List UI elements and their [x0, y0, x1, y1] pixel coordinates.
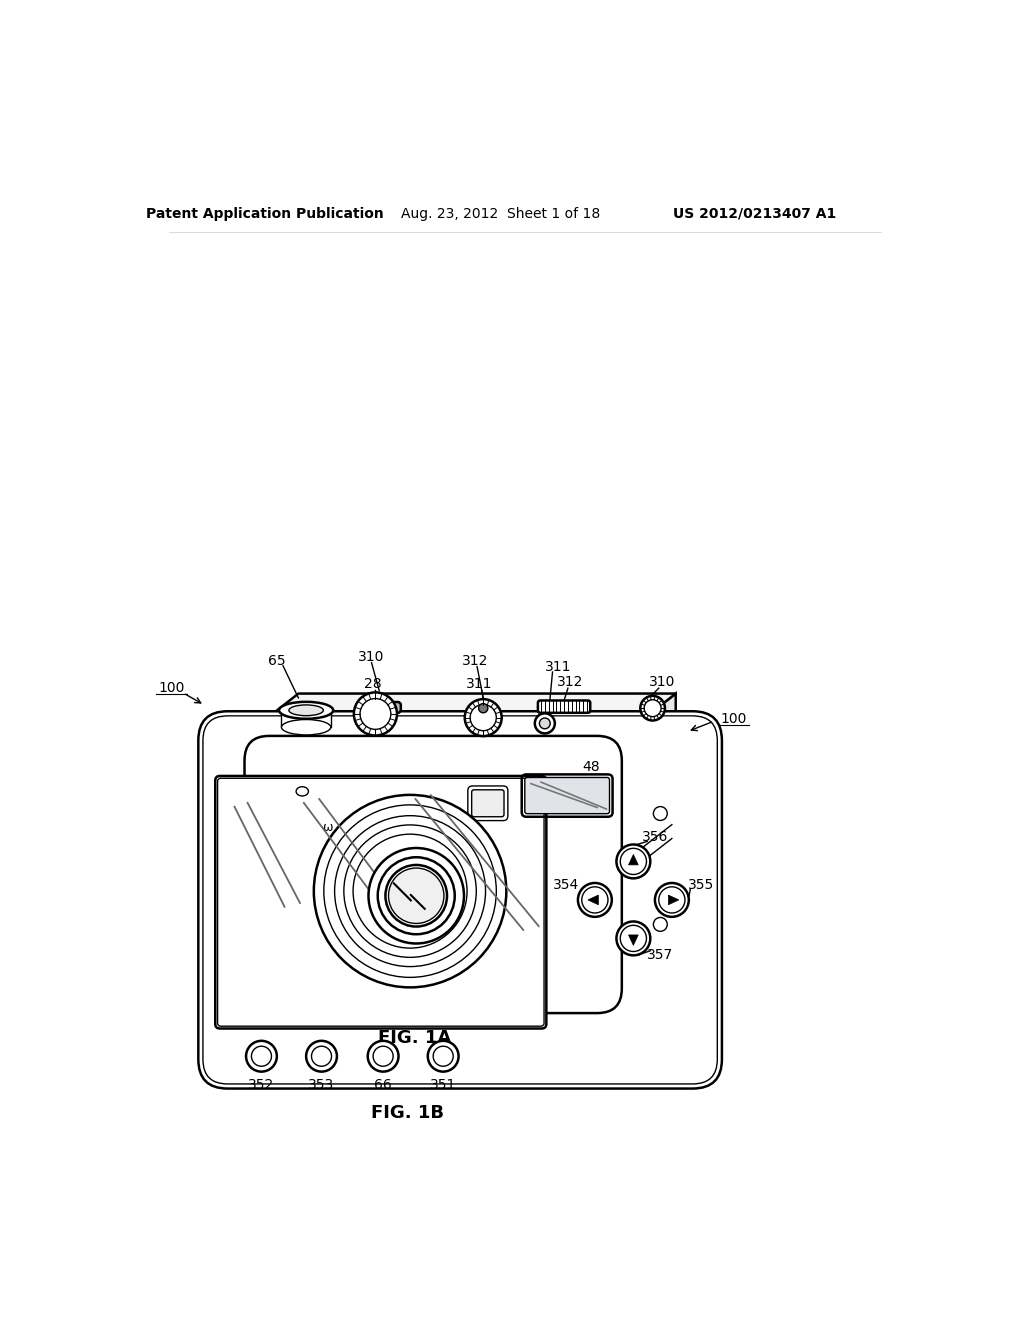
Text: 65: 65 — [268, 655, 286, 668]
Circle shape — [360, 698, 391, 730]
Text: 355: 355 — [688, 878, 715, 891]
Polygon shape — [588, 895, 598, 904]
Circle shape — [344, 825, 476, 957]
Circle shape — [540, 718, 550, 729]
Text: 66: 66 — [374, 1078, 392, 1093]
Circle shape — [658, 887, 685, 913]
Circle shape — [385, 865, 447, 927]
Text: 351: 351 — [430, 1078, 457, 1093]
FancyBboxPatch shape — [524, 777, 609, 813]
Circle shape — [306, 1040, 337, 1072]
Ellipse shape — [279, 702, 333, 719]
FancyBboxPatch shape — [245, 737, 622, 1014]
Circle shape — [616, 845, 650, 878]
Circle shape — [353, 834, 467, 948]
Text: US 2012/0213407 A1: US 2012/0213407 A1 — [673, 207, 836, 220]
Circle shape — [578, 883, 611, 917]
Text: 312: 312 — [462, 655, 488, 668]
Polygon shape — [669, 895, 679, 904]
Text: 14: 14 — [310, 793, 328, 808]
FancyBboxPatch shape — [472, 789, 504, 817]
Circle shape — [475, 700, 492, 717]
Circle shape — [428, 1040, 459, 1072]
Text: Patent Application Publication: Patent Application Publication — [146, 207, 384, 220]
Text: 310: 310 — [648, 675, 675, 689]
Circle shape — [246, 1040, 276, 1072]
Circle shape — [644, 700, 662, 717]
Text: 354: 354 — [553, 878, 579, 891]
Circle shape — [655, 883, 689, 917]
Text: 353: 353 — [308, 1078, 335, 1093]
Circle shape — [653, 917, 668, 932]
Ellipse shape — [296, 787, 308, 796]
Circle shape — [465, 700, 502, 737]
Circle shape — [535, 713, 555, 734]
Text: 100: 100 — [720, 711, 746, 726]
Circle shape — [653, 807, 668, 821]
Text: 150: 150 — [466, 972, 493, 986]
Circle shape — [433, 1047, 454, 1067]
Circle shape — [252, 1047, 271, 1067]
Text: 310: 310 — [358, 649, 385, 664]
Text: 311: 311 — [466, 677, 493, 692]
Circle shape — [335, 816, 485, 966]
Circle shape — [313, 795, 506, 987]
Text: FIG. 1A: FIG. 1A — [378, 1028, 451, 1047]
FancyBboxPatch shape — [538, 701, 590, 713]
Text: 28: 28 — [365, 677, 382, 692]
Circle shape — [478, 704, 487, 713]
Text: Aug. 23, 2012  Sheet 1 of 18: Aug. 23, 2012 Sheet 1 of 18 — [400, 207, 600, 220]
Text: 100: 100 — [158, 681, 184, 696]
Polygon shape — [622, 693, 676, 1014]
Circle shape — [616, 921, 650, 956]
Text: 352: 352 — [249, 1078, 274, 1093]
Circle shape — [582, 887, 608, 913]
Text: 312: 312 — [557, 675, 584, 689]
FancyBboxPatch shape — [282, 710, 331, 727]
FancyBboxPatch shape — [358, 702, 400, 713]
Circle shape — [369, 847, 464, 944]
Circle shape — [354, 693, 397, 735]
Text: FIG. 1B: FIG. 1B — [372, 1105, 444, 1122]
Text: 311: 311 — [546, 660, 572, 673]
Ellipse shape — [289, 705, 324, 715]
Text: 357: 357 — [647, 948, 674, 962]
Text: ω: ω — [323, 821, 333, 834]
Circle shape — [621, 925, 646, 952]
Circle shape — [640, 696, 665, 721]
Circle shape — [324, 805, 497, 977]
Circle shape — [621, 849, 646, 874]
Ellipse shape — [282, 719, 331, 735]
Polygon shape — [629, 935, 638, 945]
Circle shape — [311, 1047, 332, 1067]
Polygon shape — [245, 693, 676, 737]
Circle shape — [378, 857, 455, 935]
Circle shape — [388, 869, 444, 924]
Circle shape — [373, 1047, 393, 1067]
Circle shape — [368, 1040, 398, 1072]
Text: 104: 104 — [509, 779, 535, 793]
FancyBboxPatch shape — [199, 711, 722, 1089]
Circle shape — [470, 705, 497, 731]
Text: 48: 48 — [583, 760, 600, 774]
FancyBboxPatch shape — [215, 776, 547, 1028]
Polygon shape — [629, 854, 638, 865]
Text: 356: 356 — [642, 830, 668, 843]
